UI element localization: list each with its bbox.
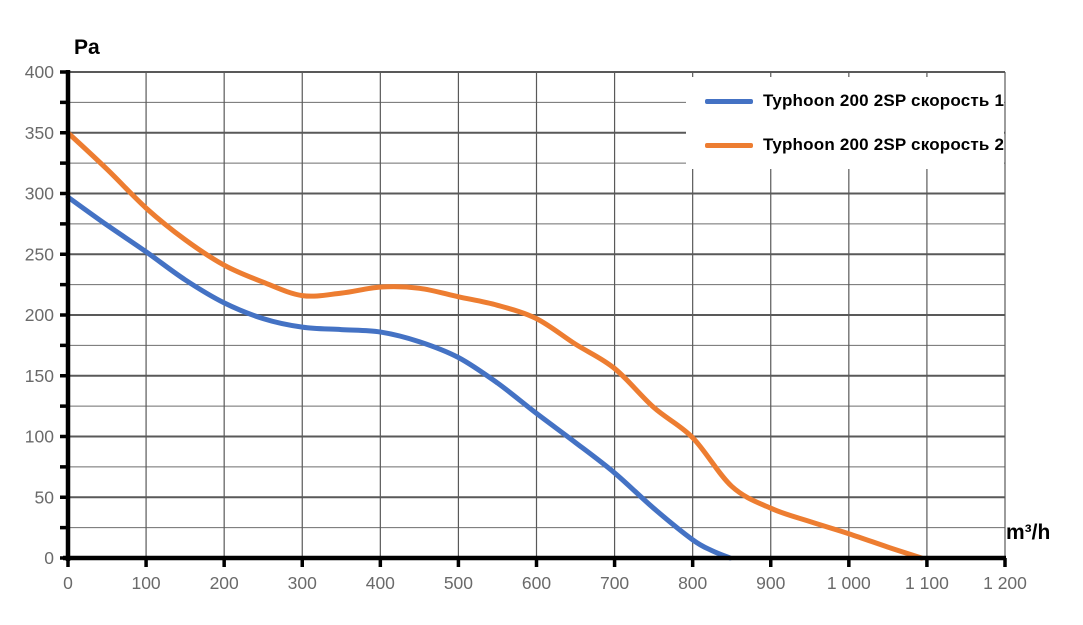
- legend-label-speed-2: Typhoon 200 2SP скорость 2: [763, 135, 1005, 154]
- legend: Typhoon 200 2SP скорость 1 Typhoon 200 2…: [686, 77, 1004, 169]
- y-tick-label: 350: [25, 123, 54, 143]
- y-tick-label: 0: [44, 548, 54, 568]
- y-axis-title: Pa: [74, 36, 100, 59]
- legend-item-speed-2: Typhoon 200 2SP скорость 2: [686, 135, 1004, 155]
- x-axis-title: m³/h: [1006, 521, 1051, 544]
- series-1-line: [65, 194, 733, 561]
- axis-layer: [60, 70, 1007, 567]
- x-tick-label: 600: [522, 573, 551, 593]
- legend-label-speed-1: Typhoon 200 2SP скорость 1: [763, 91, 1005, 110]
- y-tick-label: 100: [25, 427, 54, 447]
- x-tick-label: 1 200: [983, 573, 1027, 593]
- series-1-line-swatch-icon: [705, 98, 753, 104]
- y-tick-label: 300: [25, 184, 54, 204]
- series-2-line-swatch-icon: [705, 142, 753, 148]
- tick-label-layer: 0 50 100 150 200 250 300 350 400 0 100 200 300 400 500…: [25, 62, 1027, 593]
- y-tick-label: 150: [25, 366, 54, 386]
- x-tick-label: 300: [288, 573, 317, 593]
- x-tick-label: 0: [63, 573, 73, 593]
- x-tick-label: 400: [366, 573, 395, 593]
- y-tick-label: 250: [25, 244, 54, 264]
- x-tick-label: 1 100: [905, 573, 949, 593]
- x-tick-label: 1 000: [827, 573, 871, 593]
- series-layer: [65, 130, 924, 561]
- x-tick-label: 900: [756, 573, 785, 593]
- x-tick-label: 200: [210, 573, 239, 593]
- y-tick-label: 200: [25, 305, 54, 325]
- x-tick-label: 100: [131, 573, 160, 593]
- x-tick-label: 700: [600, 573, 629, 593]
- y-tick-label: 400: [25, 62, 54, 82]
- x-tick-label: 500: [444, 573, 473, 593]
- y-tick-label: 50: [35, 487, 55, 507]
- grid-layer: [68, 71, 1006, 558]
- legend-item-speed-1: Typhoon 200 2SP скорость 1: [686, 91, 1004, 111]
- x-tick-label: 800: [678, 573, 707, 593]
- series-2-line: [65, 130, 924, 561]
